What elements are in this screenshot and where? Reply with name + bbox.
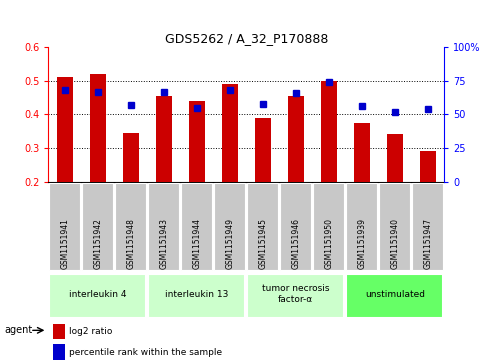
Text: GSM1151940: GSM1151940: [390, 218, 399, 269]
Bar: [420, 151, 436, 182]
Bar: [188, 101, 205, 182]
Bar: [89, 74, 106, 182]
Bar: [123, 133, 139, 182]
Text: interleukin 4: interleukin 4: [69, 290, 127, 298]
Bar: [321, 81, 337, 182]
Bar: [222, 84, 238, 182]
Text: GSM1151945: GSM1151945: [258, 218, 267, 269]
Text: GSM1151942: GSM1151942: [93, 218, 102, 269]
Bar: [354, 123, 370, 182]
Text: unstimulated: unstimulated: [365, 290, 425, 298]
Text: GSM1151939: GSM1151939: [357, 218, 366, 269]
Text: percentile rank within the sample: percentile rank within the sample: [69, 348, 222, 356]
Text: tumor necrosis
factor-α: tumor necrosis factor-α: [262, 284, 329, 304]
Bar: [255, 118, 271, 182]
Text: GSM1151948: GSM1151948: [127, 218, 135, 269]
Text: GSM1151944: GSM1151944: [192, 218, 201, 269]
Bar: [156, 96, 172, 182]
Text: GSM1151946: GSM1151946: [291, 218, 300, 269]
Text: GSM1151950: GSM1151950: [325, 218, 333, 269]
Text: agent: agent: [5, 325, 33, 335]
Text: GSM1151947: GSM1151947: [424, 218, 432, 269]
Title: GDS5262 / A_32_P170888: GDS5262 / A_32_P170888: [165, 32, 328, 45]
Text: log2 ratio: log2 ratio: [69, 327, 113, 336]
Text: GSM1151941: GSM1151941: [60, 218, 69, 269]
Text: GSM1151943: GSM1151943: [159, 218, 168, 269]
Bar: [386, 134, 403, 182]
Bar: [57, 77, 73, 182]
Text: interleukin 13: interleukin 13: [165, 290, 228, 298]
Bar: [287, 96, 304, 182]
Text: GSM1151949: GSM1151949: [226, 218, 234, 269]
